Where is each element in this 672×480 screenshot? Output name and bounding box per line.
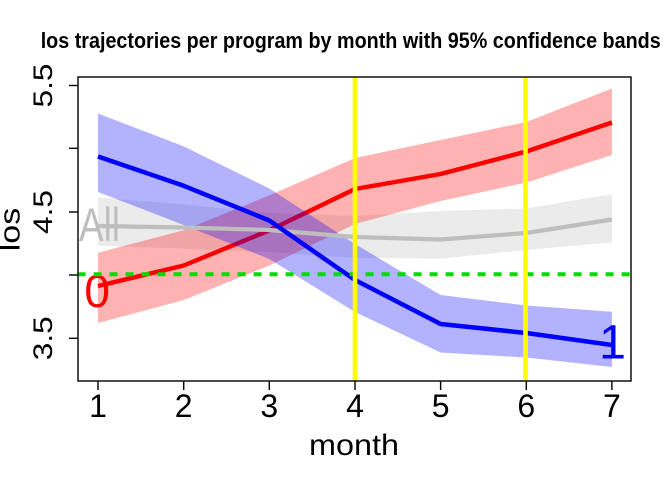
- svg-text:los: los: [0, 208, 27, 252]
- svg-text:3: 3: [260, 388, 278, 424]
- svg-text:4.5: 4.5: [28, 190, 58, 234]
- svg-text:month: month: [309, 429, 399, 462]
- svg-text:4: 4: [346, 388, 364, 424]
- svg-text:1: 1: [89, 388, 107, 424]
- svg-text:5: 5: [432, 388, 450, 424]
- svg-text:5.5: 5.5: [28, 64, 58, 108]
- svg-text:3.5: 3.5: [28, 316, 58, 360]
- svg-text:All: All: [79, 199, 120, 252]
- svg-text:2: 2: [175, 388, 193, 424]
- svg-text:7: 7: [603, 388, 621, 424]
- svg-text:6: 6: [517, 388, 535, 424]
- svg-text:los trajectories per program b: los trajectories per program by month wi…: [41, 28, 661, 53]
- svg-text:1: 1: [599, 316, 626, 370]
